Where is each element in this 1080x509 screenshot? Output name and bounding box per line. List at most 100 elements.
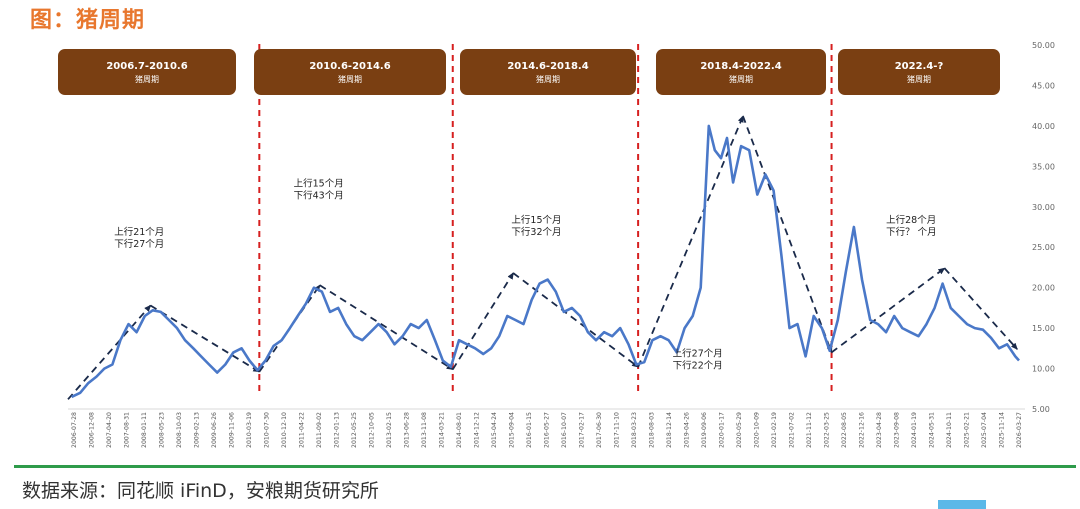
y-tick-label: 15.00	[1032, 324, 1055, 333]
period-label: 猪周期	[338, 74, 362, 84]
period-range: 2022.4-?	[895, 61, 944, 72]
x-tick-label: 2008-10-03	[176, 412, 183, 448]
period-label: 猪周期	[907, 74, 931, 84]
x-tick-label: 2010-07-30	[264, 412, 271, 448]
x-tick-label: 2018-12-14	[666, 412, 673, 448]
x-tick-label: 2014-03-21	[439, 412, 446, 448]
x-tick-label: 2015-09-04	[509, 412, 516, 448]
x-tick-label: 2009-11-06	[229, 412, 236, 448]
period-box-bg	[58, 49, 236, 95]
period-box: 2022.4-? 猪周期	[838, 49, 1000, 95]
y-tick-label: 30.00	[1032, 203, 1055, 212]
period-range: 2018.4-2022.4	[700, 61, 781, 72]
x-tick-label: 2012-10-05	[369, 412, 376, 448]
annotation-line: 上行21个月	[114, 226, 164, 238]
trend-arrow	[512, 272, 639, 368]
corner-tab	[938, 500, 986, 509]
x-tick-label: 2018-03-23	[631, 412, 638, 448]
trend-arrow	[831, 267, 946, 354]
annotation-line: 上行15个月	[294, 178, 344, 190]
divider-rule	[14, 465, 1076, 468]
x-tick-label: 2020-10-09	[754, 412, 761, 448]
x-tick-label: 2021-07-02	[789, 412, 796, 448]
x-tick-label: 2021-11-12	[806, 412, 813, 448]
x-tick-label: 2006-12-08	[89, 412, 96, 448]
x-tick-label: 2008-01-11	[141, 412, 148, 448]
period-range: 2014.6-2018.4	[507, 61, 588, 72]
period-box-bg	[656, 49, 826, 95]
x-tick-label: 2017-11-10	[614, 412, 621, 448]
x-tick-label: 2020-01-17	[719, 412, 726, 448]
period-range: 2006.7-2010.6	[106, 61, 187, 72]
x-tick-label: 2025-07-04	[981, 412, 988, 448]
x-tick-label: 2012-01-13	[334, 412, 341, 448]
x-tick-label: 2024-05-31	[929, 412, 936, 448]
x-tick-label: 2018-08-03	[649, 412, 656, 448]
period-label: 猪周期	[729, 74, 753, 84]
x-tick-label: 2014-12-12	[474, 412, 481, 448]
period-label: 猪周期	[536, 74, 560, 84]
y-tick-label: 20.00	[1032, 284, 1055, 293]
annotation-line: 下行43个月	[294, 190, 344, 202]
x-tick-label: 2010-12-10	[281, 412, 288, 448]
x-tick-label: 2007-04-20	[106, 412, 113, 448]
x-tick-label: 2009-06-26	[211, 412, 218, 448]
x-tick-label: 2007-08-31	[124, 412, 131, 448]
x-tick-label: 2012-05-25	[351, 412, 358, 448]
x-tick-label: 2022-08-05	[841, 412, 848, 448]
y-tick-label: 45.00	[1032, 81, 1055, 90]
x-tick-label: 2016-10-07	[561, 412, 568, 448]
x-tick-label: 2022-03-25	[824, 412, 831, 448]
period-box-bg	[838, 49, 1000, 95]
x-tick-label: 2017-06-30	[596, 412, 603, 448]
x-tick-label: 2023-04-28	[876, 412, 883, 448]
trend-arrow	[150, 304, 261, 373]
period-box: 2018.4-2022.4 猪周期	[656, 49, 826, 95]
annotation-line: 下行32个月	[511, 226, 561, 238]
y-tick-label: 5.00	[1032, 405, 1050, 414]
trend-arrow	[943, 267, 1018, 350]
x-tick-label: 2013-11-08	[421, 412, 428, 448]
trend-arrow	[451, 272, 515, 370]
x-tick-label: 2016-01-15	[526, 412, 533, 448]
x-tick-label: 2024-01-19	[911, 412, 918, 448]
period-box: 2010.6-2014.6 猪周期	[254, 49, 446, 95]
x-tick-label: 2009-02-13	[194, 412, 201, 448]
x-tick-label: 2026-03-27	[1016, 412, 1023, 448]
annotation-line: 下行27个月	[114, 238, 164, 250]
annotation-line: 下行22个月	[673, 359, 723, 371]
x-tick-label: 2013-02-15	[386, 412, 393, 448]
y-tick-label: 25.00	[1032, 243, 1055, 252]
x-tick-label: 2011-04-22	[299, 412, 306, 448]
x-tick-label: 2022-12-16	[859, 412, 866, 448]
y-tick-label: 50.00	[1032, 41, 1055, 50]
figure-title: 图：猪周期	[30, 8, 146, 33]
x-tick-label: 2021-02-19	[771, 412, 778, 448]
y-tick-label: 35.00	[1032, 162, 1055, 171]
x-tick-label: 2020-05-29	[736, 412, 743, 448]
x-tick-label: 2016-05-27	[544, 412, 551, 448]
data-source: 数据来源：同花顺 iFinD，安粮期货研究所	[22, 480, 379, 502]
period-box-bg	[254, 49, 446, 95]
period-box: 2014.6-2018.4 猪周期	[460, 49, 636, 95]
x-tick-label: 2019-09-06	[701, 412, 708, 448]
period-box-bg	[460, 49, 636, 95]
annotation-line: 上行28个月	[886, 214, 936, 226]
trend-arrow	[742, 115, 833, 354]
x-tick-label: 2006-07-28	[71, 412, 78, 448]
x-tick-label: 2015-04-24	[491, 412, 498, 448]
x-tick-label: 2013-06-28	[404, 412, 411, 448]
annotation-line: 下行？ 个月	[886, 226, 937, 238]
annotation-line: 上行15个月	[511, 214, 561, 226]
trend-arrow	[319, 284, 454, 371]
x-tick-label: 2014-08-01	[456, 412, 463, 448]
x-tick-label: 2011-09-02	[316, 412, 323, 448]
period-box: 2006.7-2010.6 猪周期	[58, 49, 236, 95]
annotation-line: 上行27个月	[673, 347, 723, 359]
x-tick-label: 2025-02-21	[964, 412, 971, 448]
